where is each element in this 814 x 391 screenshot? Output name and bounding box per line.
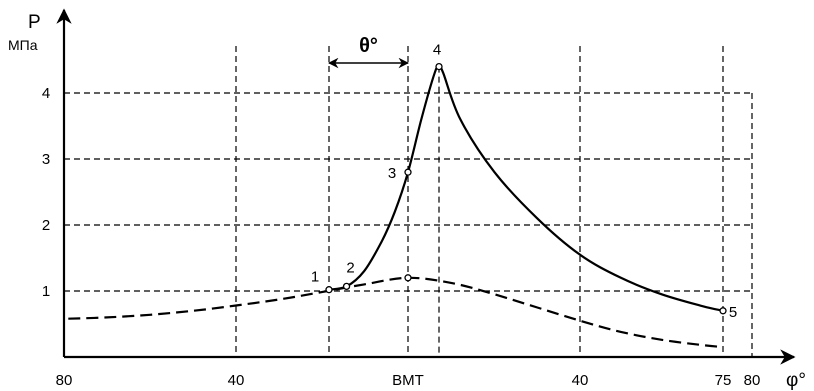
data-point-marker <box>325 286 333 294</box>
labels: P МПа φ° 1 2 3 4 80 40 ВМТ 40 75 80 <box>8 12 806 391</box>
x-axis-label: φ° <box>786 370 806 391</box>
y-axis-unit: МПа <box>8 37 38 53</box>
data-point-marker <box>404 274 412 282</box>
data-point-marker <box>404 168 412 176</box>
data-point-label: 4 <box>433 42 441 59</box>
data-point-label: 2 <box>346 259 354 276</box>
series-line-dashed <box>68 276 724 349</box>
x-tick-label: 40 <box>228 372 245 389</box>
data-point-marker <box>435 62 443 71</box>
x-tick-label: 80 <box>56 372 73 389</box>
series <box>68 65 724 349</box>
data-point-label: 3 <box>388 165 396 182</box>
y-axis-label: P <box>28 12 41 33</box>
data-point-marker <box>719 307 727 315</box>
data-point-label: 1 <box>311 269 319 286</box>
y-tick-label: 3 <box>42 151 50 168</box>
x-tick-label: 40 <box>572 372 589 389</box>
grid <box>64 46 753 357</box>
data-point-marker <box>342 282 351 291</box>
axes <box>56 8 796 365</box>
y-tick-label: 2 <box>42 217 50 234</box>
y-tick-label: 1 <box>42 283 50 300</box>
x-tick-label: 80 <box>744 372 761 389</box>
x-tick-label: ВМТ <box>392 372 424 389</box>
data-point-label: 5 <box>729 304 737 321</box>
points: 1 2 3 4 5 <box>311 42 737 321</box>
series-line-solid <box>328 65 724 312</box>
angle-annotation: θ° <box>327 35 410 69</box>
angle-label: θ° <box>359 35 378 57</box>
x-tick-label: 75 <box>715 372 732 389</box>
y-tick-label: 4 <box>42 85 50 102</box>
